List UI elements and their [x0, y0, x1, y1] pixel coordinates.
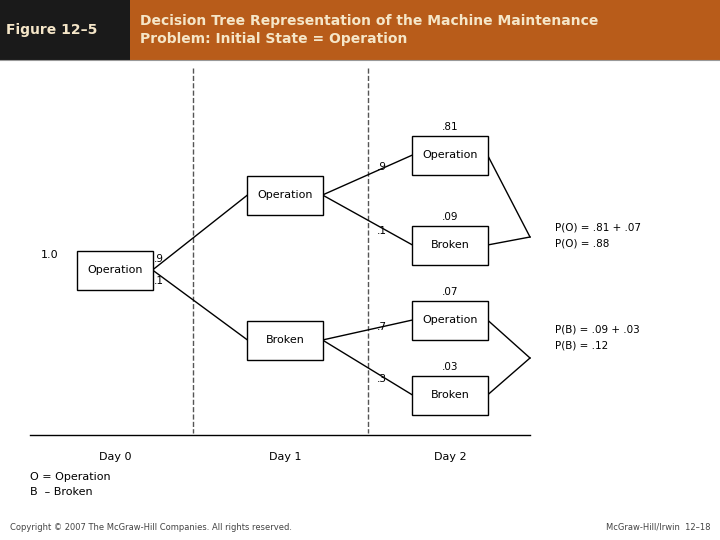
- Text: Operation: Operation: [87, 265, 143, 275]
- Text: P(B) = .12: P(B) = .12: [555, 341, 608, 351]
- FancyBboxPatch shape: [247, 321, 323, 360]
- Text: Day 2: Day 2: [433, 452, 467, 462]
- Text: O = Operation: O = Operation: [30, 472, 111, 482]
- Bar: [130, 0, 720, 60]
- Text: Broken: Broken: [266, 335, 305, 345]
- Text: McGraw-Hill/Irwin  12–18: McGraw-Hill/Irwin 12–18: [606, 523, 710, 532]
- Text: .3: .3: [377, 374, 387, 384]
- Text: .1: .1: [154, 275, 163, 286]
- Text: Broken: Broken: [431, 390, 469, 400]
- Text: Figure 12–5: Figure 12–5: [6, 23, 97, 37]
- Text: .9: .9: [154, 254, 163, 264]
- FancyBboxPatch shape: [247, 176, 323, 214]
- Text: 1.0: 1.0: [41, 250, 59, 260]
- Text: Broken: Broken: [431, 240, 469, 250]
- Text: P(O) = .88: P(O) = .88: [555, 239, 609, 249]
- Text: Operation: Operation: [422, 150, 478, 160]
- Text: .9: .9: [377, 162, 387, 172]
- Text: Day 0: Day 0: [99, 452, 131, 462]
- FancyBboxPatch shape: [412, 136, 488, 174]
- Text: Day 1: Day 1: [269, 452, 301, 462]
- Text: .7: .7: [377, 322, 387, 332]
- Text: .07: .07: [442, 287, 458, 297]
- FancyBboxPatch shape: [77, 251, 153, 289]
- Text: .1: .1: [377, 226, 387, 235]
- Text: B  – Broken: B – Broken: [30, 487, 93, 497]
- Text: P(B) = .09 + .03: P(B) = .09 + .03: [555, 325, 640, 335]
- Text: Copyright © 2007 The McGraw-Hill Companies. All rights reserved.: Copyright © 2007 The McGraw-Hill Compani…: [10, 523, 292, 532]
- FancyBboxPatch shape: [412, 226, 488, 265]
- Text: Operation: Operation: [257, 190, 312, 200]
- Text: Decision Tree Representation of the Machine Maintenance
Problem: Initial State =: Decision Tree Representation of the Mach…: [140, 14, 598, 46]
- Text: .03: .03: [442, 362, 458, 372]
- Text: P(O) = .81 + .07: P(O) = .81 + .07: [555, 223, 641, 233]
- Text: .09: .09: [442, 212, 458, 222]
- FancyBboxPatch shape: [412, 300, 488, 340]
- Text: .81: .81: [441, 122, 459, 132]
- Bar: [0, 0, 130, 60]
- Text: Operation: Operation: [422, 315, 478, 325]
- FancyBboxPatch shape: [412, 375, 488, 415]
